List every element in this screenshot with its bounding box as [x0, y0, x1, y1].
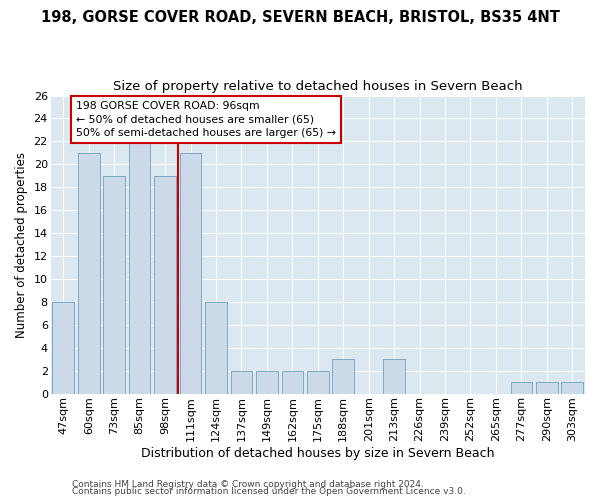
Bar: [332, 359, 354, 394]
Bar: [205, 302, 227, 394]
X-axis label: Distribution of detached houses by size in Severn Beach: Distribution of detached houses by size …: [141, 447, 494, 460]
Bar: [129, 142, 151, 394]
Bar: [154, 176, 176, 394]
Text: Contains HM Land Registry data © Crown copyright and database right 2024.: Contains HM Land Registry data © Crown c…: [72, 480, 424, 489]
Bar: [383, 359, 405, 394]
Bar: [562, 382, 583, 394]
Bar: [511, 382, 532, 394]
Bar: [230, 370, 252, 394]
Title: Size of property relative to detached houses in Severn Beach: Size of property relative to detached ho…: [113, 80, 523, 93]
Bar: [307, 370, 329, 394]
Bar: [256, 370, 278, 394]
Bar: [536, 382, 557, 394]
Bar: [281, 370, 303, 394]
Bar: [78, 153, 100, 394]
Text: 198 GORSE COVER ROAD: 96sqm
← 50% of detached houses are smaller (65)
50% of sem: 198 GORSE COVER ROAD: 96sqm ← 50% of det…: [76, 102, 336, 138]
Y-axis label: Number of detached properties: Number of detached properties: [15, 152, 28, 338]
Text: 198, GORSE COVER ROAD, SEVERN BEACH, BRISTOL, BS35 4NT: 198, GORSE COVER ROAD, SEVERN BEACH, BRI…: [41, 10, 559, 25]
Bar: [52, 302, 74, 394]
Text: Contains public sector information licensed under the Open Government Licence v3: Contains public sector information licen…: [72, 487, 466, 496]
Bar: [103, 176, 125, 394]
Bar: [180, 153, 202, 394]
